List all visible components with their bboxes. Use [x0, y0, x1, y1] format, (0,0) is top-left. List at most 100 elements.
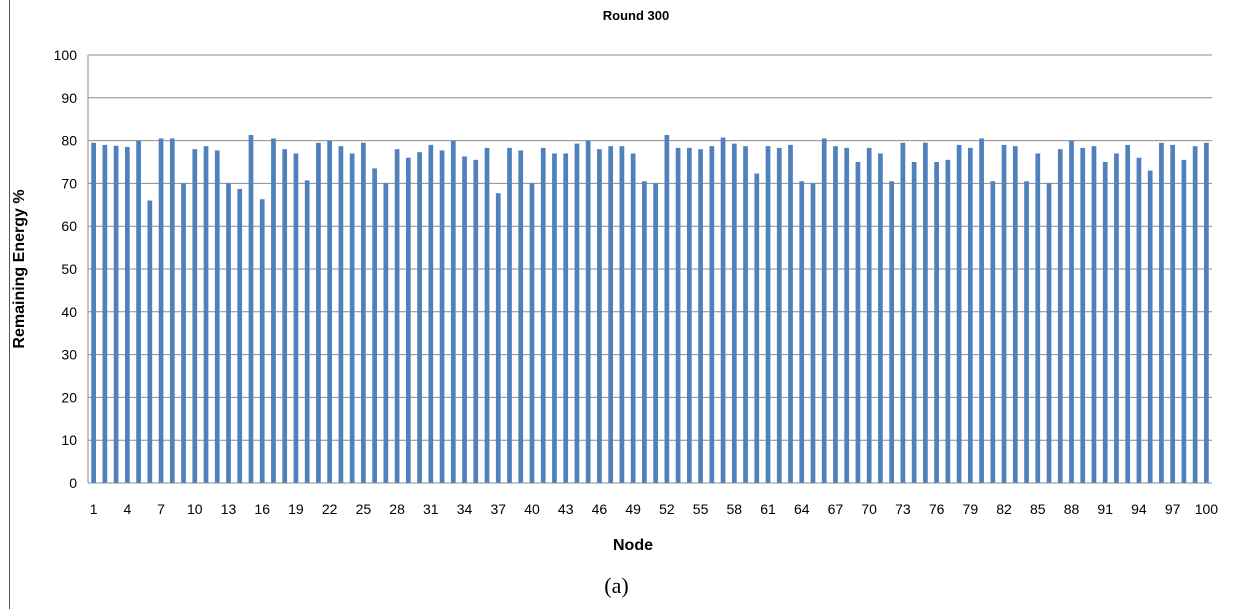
- x-tick-label: 70: [861, 501, 877, 517]
- bar-node-8: [169, 138, 175, 483]
- bar-node-90: [1091, 146, 1097, 483]
- y-tick-label: 70: [61, 175, 77, 191]
- x-tick-label: 31: [423, 501, 439, 517]
- bar-node-1: [91, 142, 96, 484]
- bar-node-93: [1125, 144, 1131, 483]
- bar-node-27: [383, 183, 389, 483]
- bar-node-80: [979, 138, 984, 483]
- bars: [91, 135, 1209, 484]
- bar-node-75: [923, 142, 928, 484]
- x-tick-label: 97: [1165, 501, 1181, 517]
- bar-node-10: [192, 149, 198, 483]
- bar-node-33: [450, 140, 456, 483]
- bar-node-19: [293, 153, 299, 483]
- chart-title: Round 300: [603, 8, 669, 23]
- y-axis-label: Remaining Energy %: [11, 189, 28, 348]
- bar-node-56: [709, 146, 715, 483]
- bar-node-13: [226, 183, 231, 483]
- bar-node-59: [743, 146, 748, 483]
- x-tick-label: 91: [1097, 501, 1113, 517]
- bar-node-99: [1192, 146, 1198, 483]
- bar-node-9: [181, 183, 186, 483]
- y-axis-tick-labels: 0 10 20 30 40 50 60 70 80 90 100: [54, 47, 78, 491]
- x-tick-label: 76: [929, 501, 945, 517]
- bar-node-51: [653, 183, 658, 483]
- y-tick-label: 80: [61, 133, 77, 149]
- bar-node-39: [518, 150, 524, 483]
- figure-caption: (a): [604, 573, 629, 598]
- bar-node-57: [720, 137, 726, 483]
- y-tick-label: 90: [61, 90, 77, 106]
- bar-node-60: [754, 173, 760, 483]
- y-tick-label: 100: [54, 47, 78, 63]
- x-tick-label: 10: [187, 501, 203, 517]
- bar-node-78: [956, 144, 962, 483]
- bar-node-4: [124, 147, 130, 483]
- bar-node-77: [945, 159, 951, 484]
- bar-node-70: [866, 147, 872, 483]
- x-tick-label: 19: [288, 501, 304, 517]
- bar-node-12: [214, 150, 220, 483]
- x-tick-label: 61: [760, 501, 776, 517]
- x-tick-label: 13: [221, 501, 237, 517]
- bar-node-84: [1024, 181, 1029, 483]
- x-tick-label: 43: [558, 501, 574, 517]
- y-tick-label: 0: [69, 475, 77, 491]
- bar-node-88: [1069, 140, 1074, 483]
- bar-node-14: [237, 188, 243, 484]
- x-tick-label: 67: [828, 501, 844, 517]
- x-tick-label: 22: [322, 501, 338, 517]
- bar-node-28: [394, 149, 400, 483]
- bar-node-79: [967, 147, 973, 483]
- bar-node-18: [282, 149, 288, 483]
- bar-node-32: [439, 150, 445, 483]
- bar-node-71: [878, 153, 883, 483]
- y-tick-label: 50: [61, 261, 77, 277]
- bar-node-92: [1114, 153, 1119, 483]
- bar-node-7: [158, 138, 164, 483]
- x-tick-label: 58: [727, 501, 743, 517]
- x-tick-label: 52: [659, 501, 675, 517]
- bar-node-46: [597, 149, 602, 483]
- x-tick-label: 100: [1195, 501, 1219, 517]
- bar-node-16: [259, 199, 265, 483]
- bar-node-73: [900, 142, 906, 484]
- bar-node-43: [563, 153, 569, 483]
- x-axis-label: Node: [613, 537, 653, 554]
- bar-node-69: [855, 162, 861, 483]
- x-tick-label: 4: [123, 501, 131, 517]
- bar-node-81: [990, 181, 996, 483]
- bar-node-76: [934, 162, 939, 483]
- bar-node-63: [788, 144, 793, 483]
- bar-node-62: [776, 147, 782, 483]
- bar-node-68: [844, 147, 850, 483]
- bar-node-6: [147, 200, 153, 483]
- bar-node-17: [271, 138, 276, 483]
- x-tick-label: 85: [1030, 501, 1046, 517]
- bar-node-50: [642, 181, 647, 483]
- bar-node-89: [1080, 147, 1086, 483]
- y-tick-label: 10: [61, 432, 77, 448]
- bar-node-20: [304, 180, 310, 484]
- bar-node-72: [889, 181, 895, 483]
- bar-node-48: [619, 146, 625, 483]
- bar-node-65: [810, 183, 816, 483]
- x-tick-label: 16: [254, 501, 270, 517]
- bar-node-66: [821, 138, 827, 483]
- x-tick-label: 64: [794, 501, 810, 517]
- bar-chart: Round 300 0 10 20 30 40 50 60 70 80 90 100 1 4 7 10 13…: [11, 8, 1219, 554]
- x-tick-label: 28: [389, 501, 405, 517]
- bar-node-86: [1046, 183, 1052, 483]
- bar-node-83: [1012, 146, 1018, 483]
- bar-node-23: [338, 146, 344, 483]
- x-tick-label: 49: [625, 501, 641, 517]
- x-tick-label: 25: [356, 501, 372, 517]
- bar-node-98: [1181, 159, 1187, 484]
- bar-node-11: [203, 146, 209, 483]
- bar-node-95: [1147, 170, 1153, 483]
- bar-node-58: [731, 143, 737, 483]
- bar-node-100: [1204, 142, 1209, 484]
- x-tick-label: 37: [490, 501, 506, 517]
- bar-node-94: [1136, 157, 1142, 483]
- bar-node-42: [552, 153, 557, 483]
